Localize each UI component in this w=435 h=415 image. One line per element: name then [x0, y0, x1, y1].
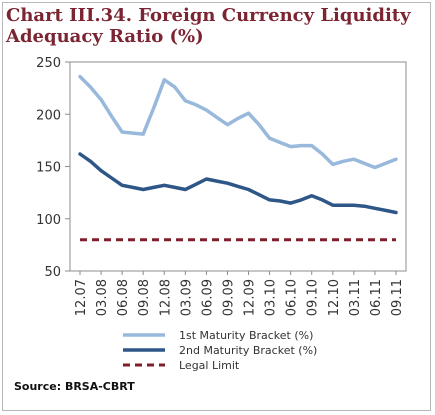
y-tick-label: 100	[36, 213, 61, 228]
series-line-2	[78, 152, 398, 215]
legend-label-2: 2nd Maturity Bracket (%)	[179, 344, 317, 357]
x-tick-label: 06.08	[116, 279, 131, 316]
y-tick-label: 200	[36, 108, 61, 123]
x-tick-label: 12.10	[327, 279, 342, 316]
source-note: Source: BRSA-CBRT	[14, 380, 135, 393]
chart-title: Chart III.34. Foreign Currency Liquidity…	[6, 5, 411, 47]
x-tick-label: 06.09	[200, 279, 215, 316]
y-tick-label: 50	[44, 265, 61, 280]
x-tick-label: 03.08	[95, 279, 110, 316]
series-line-1	[78, 74, 398, 170]
y-tick-label: 150	[36, 161, 61, 176]
chart-title-line-2: Adequacy Ratio (%)	[6, 26, 204, 47]
x-tick-label: 12.07	[74, 279, 89, 316]
x-tick-label: 09.09	[221, 279, 236, 316]
x-tick-label: 09.11	[390, 279, 405, 316]
x-tick-label: 03.09	[179, 279, 194, 316]
legend-label-3: Legal Limit	[179, 359, 240, 372]
x-tick-label: 06.11	[369, 279, 384, 316]
x-tick-label: 06.10	[285, 279, 300, 316]
x-tick-label: 12.09	[243, 279, 258, 316]
x-tick-label: 09.08	[137, 279, 152, 316]
x-tick-label: 03.11	[348, 279, 363, 316]
chart-title-line-1: Chart III.34. Foreign Currency Liquidity	[6, 5, 411, 26]
x-tick-label: 12.08	[158, 279, 173, 316]
legend-label-1: 1st Maturity Bracket (%)	[179, 329, 313, 342]
y-tick-label: 250	[36, 56, 61, 71]
x-tick-label: 09.10	[306, 279, 321, 316]
x-tick-label: 03.10	[264, 279, 279, 316]
